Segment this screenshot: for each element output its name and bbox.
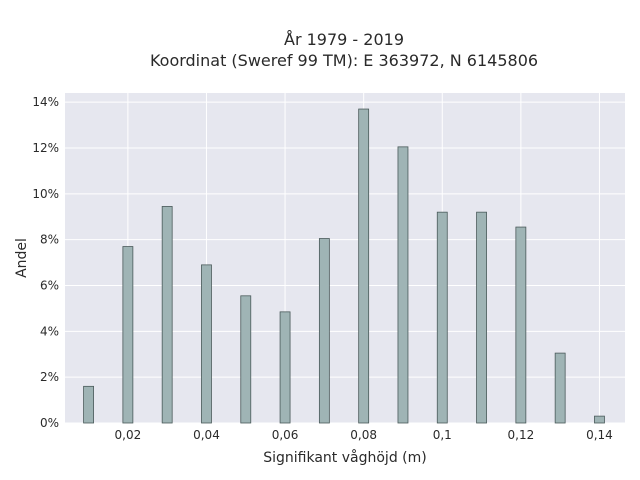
y-tick-label: 6% bbox=[40, 279, 59, 293]
bar bbox=[436, 211, 448, 424]
x-tick-label: 0,06 bbox=[272, 428, 299, 442]
bar bbox=[122, 246, 134, 424]
y-tick-label: 8% bbox=[40, 233, 59, 247]
x-tick-label: 0,02 bbox=[115, 428, 142, 442]
chart-title-line-2: Koordinat (Sweref 99 TM): E 363972, N 61… bbox=[150, 51, 538, 70]
bar bbox=[397, 146, 409, 424]
x-tick-label: 0,08 bbox=[350, 428, 377, 442]
x-tick-label: 0,12 bbox=[508, 428, 535, 442]
bar bbox=[279, 311, 291, 424]
y-tick-label: 14% bbox=[32, 95, 59, 109]
bar bbox=[83, 385, 94, 424]
bar bbox=[476, 211, 487, 424]
y-axis-ticks: 0% 2% 4% 6% 8% 10% 12% 14% bbox=[32, 95, 59, 430]
y-axis-title: Andel bbox=[14, 238, 30, 278]
bar bbox=[201, 264, 212, 424]
bar bbox=[515, 226, 527, 424]
bar bbox=[318, 238, 330, 424]
y-tick-label: 4% bbox=[40, 324, 59, 338]
x-axis-ticks: 0,02 0,04 0,06 0,08 0,1 0,12 0,14 bbox=[115, 428, 613, 442]
y-tick-label: 0% bbox=[40, 416, 59, 430]
x-tick-label: 0,04 bbox=[193, 428, 220, 442]
x-tick-label: 0,1 bbox=[433, 428, 452, 442]
bar bbox=[554, 352, 566, 424]
x-tick-label: 0,14 bbox=[586, 428, 613, 442]
y-tick-label: 10% bbox=[32, 187, 59, 201]
bars bbox=[83, 108, 605, 424]
bar bbox=[594, 415, 605, 424]
chart-title-line-1: År 1979 - 2019 bbox=[284, 30, 404, 49]
x-axis-title: Signifikant våghöjd (m) bbox=[263, 449, 426, 466]
bar bbox=[161, 206, 173, 424]
y-tick-label: 12% bbox=[32, 141, 59, 155]
bar bbox=[240, 295, 252, 424]
plot-area bbox=[65, 93, 625, 423]
bar bbox=[358, 108, 370, 424]
y-tick-label: 2% bbox=[40, 370, 59, 384]
